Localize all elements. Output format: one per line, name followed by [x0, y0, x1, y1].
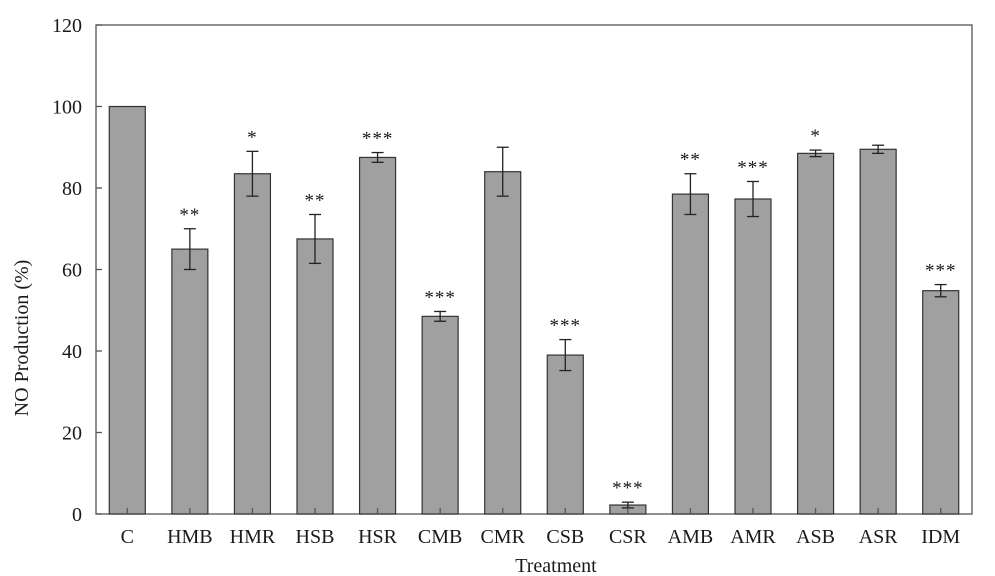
x-tick-label-c: C: [121, 526, 134, 548]
bar-cmr: [484, 171, 522, 515]
error-bar-amr: [747, 180, 759, 218]
y-tick-label: 60: [62, 260, 82, 282]
bar-idm: [922, 290, 960, 515]
y-tick-label: 100: [52, 97, 82, 119]
significance-hsb: **: [305, 190, 326, 211]
x-tick-label-hmb: HMB: [167, 526, 213, 548]
error-bars: [183, 144, 947, 509]
error-bar-asb: [809, 149, 822, 158]
error-bar-hsr: [371, 151, 384, 163]
y-tick-label: 80: [62, 178, 82, 200]
significance-csr: ***: [612, 478, 644, 499]
plot-frame: [95, 24, 973, 515]
x-tick-label-idm: IDM: [921, 526, 960, 548]
error-bar-idm: [934, 283, 947, 298]
bar-hmr: [233, 173, 272, 515]
error-bar-hsb: [309, 213, 321, 265]
error-bar-amb: [684, 173, 697, 216]
x-axis-ticks: C HMB HMR HSB HSR CMB CMR CSB CSR AMB AMR ASB ASR IDM: [121, 508, 960, 548]
significance-cmb: ***: [424, 287, 456, 308]
y-tick-label: 0: [72, 504, 82, 526]
significance-csb: ***: [550, 316, 582, 337]
bar-amr: [734, 198, 772, 515]
significance-asb: *: [810, 126, 821, 147]
x-tick-label-asb: ASB: [796, 526, 835, 548]
x-tick-label-hsb: HSB: [296, 526, 335, 548]
significance-amr: ***: [737, 157, 769, 178]
x-tick-label-csr: CSR: [609, 526, 647, 548]
x-tick-label-asr: ASR: [859, 526, 899, 548]
error-bar-cmb: [434, 310, 447, 322]
x-axis-label: Treatment: [515, 555, 597, 576]
significance-idm: ***: [925, 261, 957, 282]
error-bar-csb: [559, 338, 572, 372]
x-tick-label-cmr: CMR: [480, 526, 525, 548]
x-tick-label-hmr: HMR: [230, 526, 276, 548]
x-tick-label-cmb: CMB: [418, 526, 462, 548]
y-tick-label: 40: [62, 341, 82, 363]
bar-amb: [671, 193, 710, 515]
x-tick-label-amb: AMB: [668, 526, 714, 548]
x-tick-label-hsr: HSR: [358, 526, 398, 548]
bar-hmb: [171, 248, 209, 515]
error-bar-asr: [872, 144, 885, 155]
bar-c: [108, 105, 146, 515]
error-bar-cmr: [496, 146, 509, 197]
significance-hsr: ***: [362, 129, 394, 150]
y-axis-ticks: 0 20 40 60 80 100 120: [52, 15, 102, 526]
y-tick-label: 120: [52, 15, 82, 37]
error-bar-csr: [621, 501, 634, 509]
y-axis-label: NO Production (%): [11, 260, 33, 417]
bar-asr: [859, 148, 897, 515]
bar-hsr: [358, 156, 397, 515]
error-bar-hmb: [183, 228, 196, 271]
bar-csb: [546, 354, 584, 515]
significance-hmr: *: [247, 127, 258, 148]
x-tick-label-amr: AMR: [730, 526, 776, 548]
bar-hsb: [296, 238, 334, 515]
y-tick-label: 20: [62, 423, 82, 445]
error-bar-hmr: [246, 150, 259, 197]
significance-amb: **: [680, 150, 701, 171]
significance-hmb: **: [179, 205, 200, 226]
bar-cmb: [421, 315, 459, 515]
x-tick-label-csb: CSB: [546, 526, 584, 548]
significance-labels: ******************* *******: [179, 126, 957, 499]
bar-asb: [796, 152, 835, 515]
bars: [108, 105, 960, 515]
plot-border: [95, 24, 973, 515]
